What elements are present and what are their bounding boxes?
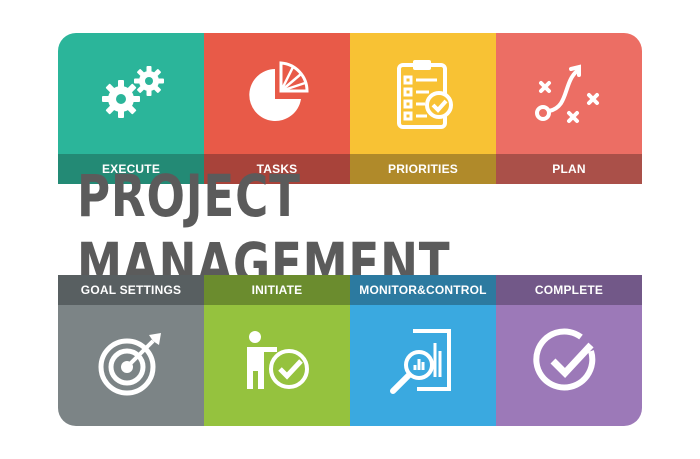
gears-icon — [58, 55, 204, 145]
person-check-icon — [204, 323, 350, 413]
tile-label: EXECUTE — [58, 154, 204, 184]
tile-execute: EXECUTE — [58, 33, 204, 184]
tile-label: INITIATE — [204, 275, 350, 305]
tile-label: MONITOR&CONTROL — [350, 275, 496, 305]
check-circle-icon — [496, 323, 642, 413]
tile-goal-settings: GOAL SETTINGS — [58, 275, 204, 426]
tile-label: COMPLETE — [496, 275, 642, 305]
tile-priorities: PRIORITIES — [350, 33, 496, 184]
tile-label: GOAL SETTINGS — [58, 275, 204, 305]
tile-tasks: TASKS — [204, 33, 350, 184]
tile-label: TASKS — [204, 154, 350, 184]
report-magnifier-icon — [350, 323, 496, 413]
tile-monitor-control: MONITOR&CONTROL — [350, 275, 496, 426]
tile-complete: COMPLETE — [496, 275, 642, 426]
page-title: PROJECT MANAGEMENT — [77, 162, 451, 298]
pie-chart-icon — [204, 55, 350, 145]
tile-label: PLAN — [496, 154, 642, 184]
tile-plan: PLAN — [496, 33, 642, 184]
checklist-icon — [350, 55, 496, 145]
target-icon — [58, 323, 204, 413]
tile-label: PRIORITIES — [350, 154, 496, 184]
strategy-icon — [496, 55, 642, 145]
tile-initiate: INITIATE — [204, 275, 350, 426]
